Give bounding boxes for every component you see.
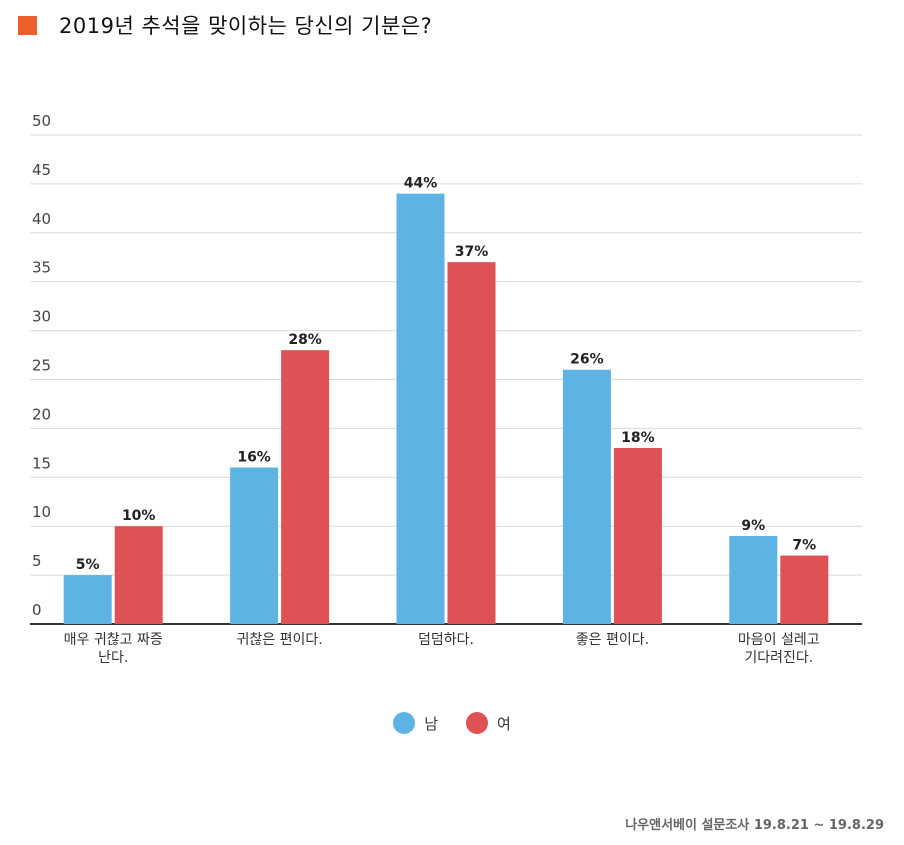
legend-dot-female — [466, 712, 488, 734]
bar-male — [230, 467, 279, 624]
data-label: 18% — [621, 430, 655, 446]
title-marker-square — [18, 15, 37, 35]
x-tick-label: 난다. — [98, 650, 128, 666]
x-tick-label: 귀찮은 편이다. — [237, 632, 323, 648]
legend: 남 여 — [0, 712, 904, 734]
y-tick-label: 40 — [32, 210, 51, 228]
legend-label-male: 남 — [424, 714, 438, 733]
legend-item-male[interactable]: 남 — [393, 712, 438, 734]
bar-male — [562, 369, 611, 624]
data-label: 7% — [792, 538, 816, 554]
bar-male — [729, 535, 778, 624]
data-label: 37% — [455, 244, 489, 260]
bar-female — [613, 447, 662, 624]
data-label: 5% — [76, 557, 100, 573]
y-tick-label: 45 — [32, 161, 51, 179]
chart-title-row: 2019년 추석을 맞이하는 당신의 기분은? — [18, 10, 432, 40]
x-tick-label: 덤덤하다. — [418, 632, 474, 648]
x-tick-label: 좋은 편이다. — [576, 632, 649, 648]
data-label: 9% — [741, 518, 765, 534]
data-label: 26% — [570, 352, 604, 368]
y-tick-label: 5 — [32, 552, 42, 570]
y-tick-label: 20 — [32, 405, 51, 423]
y-tick-label: 10 — [32, 503, 51, 521]
data-label: 44% — [404, 176, 438, 192]
legend-item-female[interactable]: 여 — [466, 712, 511, 734]
bar-female — [780, 555, 829, 624]
y-tick-label: 25 — [32, 357, 51, 375]
y-tick-label: 35 — [32, 259, 51, 277]
source-note: 나우앤서베이 설문조사 19.8.21 ~ 19.8.29 — [625, 818, 884, 833]
bar-male — [396, 193, 445, 624]
y-tick-label: 50 — [32, 112, 51, 130]
x-tick-label: 매우 귀찮고 짜증 — [64, 632, 163, 648]
x-tick-label: 기다려진다. — [744, 650, 813, 666]
bar-female — [281, 350, 330, 624]
bar-female — [114, 526, 163, 624]
data-label: 28% — [288, 332, 322, 348]
legend-label-female: 여 — [497, 714, 511, 733]
bar-male — [63, 575, 112, 624]
y-tick-label: 30 — [32, 308, 51, 326]
chart-title: 2019년 추석을 맞이하는 당신의 기분은? — [59, 14, 433, 38]
data-label: 10% — [122, 508, 156, 524]
y-tick-label: 0 — [32, 601, 42, 619]
data-label: 16% — [237, 450, 271, 466]
bar-female — [447, 262, 496, 624]
legend-dot-male — [393, 712, 416, 734]
y-tick-label: 15 — [32, 454, 51, 472]
x-tick-label: 마음이 설레고 — [738, 632, 820, 648]
